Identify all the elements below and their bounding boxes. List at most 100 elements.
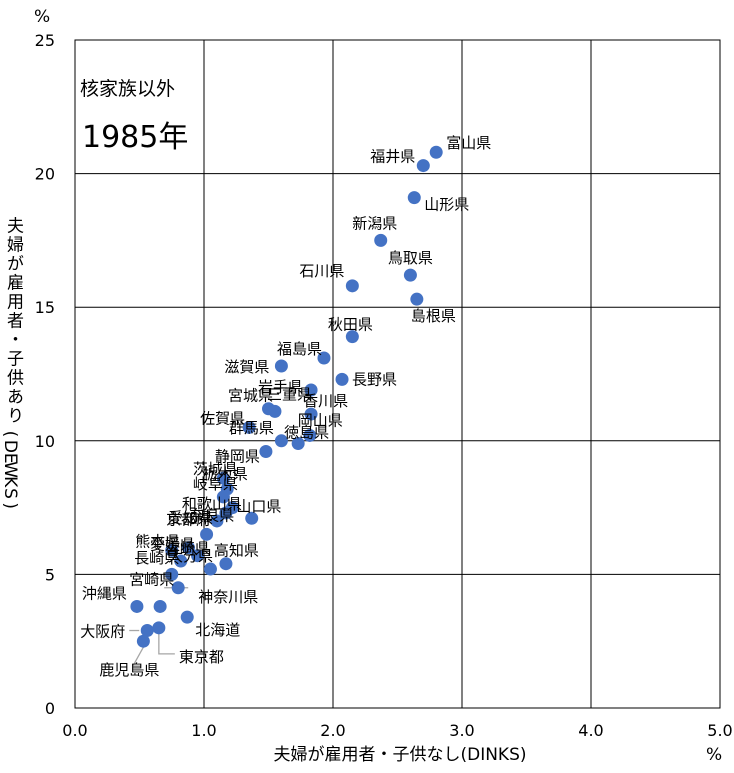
point-label: 愛媛県 [150,536,195,554]
point-label: 高知県 [214,542,259,560]
point-label: 島根県 [411,307,456,325]
point-label: 栃木県 [203,465,248,483]
point-label: 群馬県 [229,419,274,437]
data-point [165,567,179,581]
leader-line [158,633,175,655]
point-label: 秋田県 [328,316,373,334]
data-point [219,557,233,571]
point-label: 鳥取県 [388,249,433,267]
data-point [180,610,194,624]
data-point [191,549,205,563]
data-point [200,527,214,541]
point-label: 静岡県 [215,447,260,465]
point-label: 奈良県 [189,506,234,524]
x-tick-label: 4.0 [578,721,603,740]
point-label: 大阪府 [80,623,125,641]
y-tick-label: 20 [35,165,55,184]
point-label: 愛知県 [168,509,213,527]
data-point [429,145,443,159]
data-point [407,191,421,205]
point-label: 岡山県 [298,411,343,429]
data-point [165,543,179,557]
tick-labels: 0 5 10 15 20 25 0.0 1.0 2.0 3.0 4.0 5.0 [35,31,733,740]
plot-frame [74,39,721,709]
data-point [219,506,233,520]
point-label: 宮城県 [228,387,273,405]
y-tick-label: 25 [35,31,55,50]
x-tick-label: 0.0 [62,721,87,740]
point-label: 山口県 [236,498,281,516]
point-label: 滋賀県 [224,358,269,376]
data-point [403,268,417,282]
point-label: 岐阜県 [193,475,238,493]
data-point [203,562,217,576]
x-tick-label: 1.0 [191,721,216,740]
point-label: 長崎県 [134,549,179,567]
x-tick-label: 2.0 [320,721,345,740]
data-point [304,407,318,421]
x-tick-label: 3.0 [449,721,474,740]
point-label: 長野県 [352,370,397,388]
annotation-label: 核家族以外 [80,78,175,100]
grid [74,39,721,709]
data-point [274,359,288,373]
data-point [136,634,150,648]
data-point [317,351,331,365]
y-tick-label: 5 [45,565,55,584]
point-label: 香川県 [303,392,348,410]
data-point [374,233,388,247]
y-tick-label: 15 [35,298,55,317]
x-tick-label: 5.0 [707,721,732,740]
y-axis-label: 夫婦が雇用者・子供あり(D E W K S) [0,216,24,509]
data-point [171,581,185,595]
data-point [140,624,154,638]
point-label: 沖縄県 [82,584,127,602]
leader-line [132,646,144,666]
point-label: 茨城県 [193,460,238,478]
data-point [335,372,349,386]
point-label: 宮崎県 [129,570,174,588]
data-point [216,471,230,485]
point-label: 大分県 [168,547,213,565]
data-point [410,292,424,306]
y-unit-label: % [34,7,50,27]
data-point [345,330,359,344]
y-tick-label: 10 [35,432,55,451]
data-points [130,145,443,648]
point-label: 富山県 [446,134,491,152]
point-label: 東京都 [179,648,224,666]
data-point [268,404,282,418]
point-label: 佐賀県 [200,409,245,427]
point-label: 熊本県 [135,532,180,550]
data-point [182,541,196,555]
point-label: 宮崎県 [165,540,210,558]
point-label: 北海道 [195,621,240,639]
data-point [210,514,224,528]
point-label: 神奈川県 [198,588,258,606]
data-point [242,420,256,434]
point-label: 福井県 [370,148,415,166]
data-point [416,159,430,173]
x-axis-label: 夫婦が雇用者・子供なし(DINKS) [273,745,526,765]
point-label: 鹿児島県 [99,661,159,679]
point-label: 三重県 [267,385,312,403]
point-label: 山形県 [424,196,469,214]
data-point [153,599,167,613]
point-label: 徳島県 [284,423,329,441]
point-label: 和歌山県 [182,495,242,513]
point-label: 福島県 [277,340,322,358]
point-label: 岩手県 [258,378,303,396]
data-point [152,621,166,635]
data-point [304,383,318,397]
data-point [345,279,359,293]
data-point [303,428,317,442]
data-point [245,511,259,525]
data-point [291,436,305,450]
data-point [174,554,188,568]
year-label: 1985年 [82,120,188,155]
point-label: 京都府 [166,510,211,528]
point-label: 新潟県 [352,214,397,232]
data-point [274,434,288,448]
